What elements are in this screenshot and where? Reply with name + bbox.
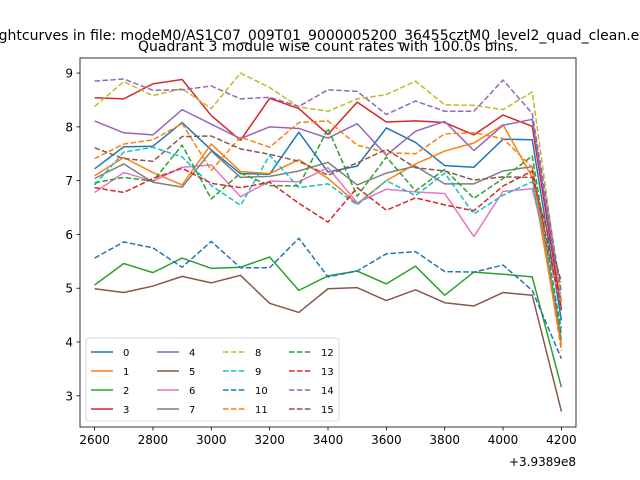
legend-label-3: 3 xyxy=(123,405,129,416)
series-line-15 xyxy=(94,135,563,283)
legend-box xyxy=(85,337,340,422)
series-line-5 xyxy=(94,274,563,412)
figure-suptitle: Lightcurves in file: modeM0/AS1C07_009T0… xyxy=(0,28,640,44)
x-tick-label: 3000 xyxy=(196,433,227,447)
x-axis: 2600 2800 3000 3200 3400 3600 3800 4000 4200 xyxy=(79,427,577,447)
x-tick-label: 3400 xyxy=(313,433,344,447)
legend-label-1: 1 xyxy=(123,367,129,378)
series-line-11 xyxy=(94,120,563,352)
y-axis: 3 4 5 6 7 8 9 xyxy=(65,67,80,403)
legend-label-4: 4 xyxy=(189,348,195,359)
legend-label-13: 13 xyxy=(321,367,334,378)
y-tick-label: 9 xyxy=(65,67,73,81)
x-tick-label: 2600 xyxy=(79,433,110,447)
plot-area xyxy=(79,57,577,428)
x-offset-label: +3.9389e8 xyxy=(509,455,576,469)
series-line-9 xyxy=(94,146,563,329)
legend-label-10: 10 xyxy=(255,386,268,397)
series-line-12 xyxy=(94,127,563,335)
legend-label-2: 2 xyxy=(123,386,129,397)
x-tick-label: 3200 xyxy=(254,433,285,447)
legend-label-15: 15 xyxy=(321,405,334,416)
legend-label-8: 8 xyxy=(255,348,261,359)
legend-label-9: 9 xyxy=(255,367,261,378)
legend-label-14: 14 xyxy=(321,386,334,397)
series-line-1 xyxy=(94,123,563,346)
y-tick-label: 7 xyxy=(65,174,73,188)
legend-label-5: 5 xyxy=(189,367,195,378)
series-line-0 xyxy=(94,121,563,321)
series-line-10 xyxy=(94,237,563,359)
series-line-14 xyxy=(94,78,563,293)
x-tick-label: 3600 xyxy=(371,433,402,447)
y-tick-label: 4 xyxy=(65,336,73,350)
legend-label-7: 7 xyxy=(189,405,195,416)
x-tick-label: 2800 xyxy=(138,433,169,447)
y-tick-label: 6 xyxy=(65,228,73,242)
legend-label-11: 11 xyxy=(255,405,268,416)
series-line-13 xyxy=(94,167,563,309)
legend-label-6: 6 xyxy=(189,386,195,397)
series-lines xyxy=(94,72,563,412)
legend-label-12: 12 xyxy=(321,348,334,359)
series-line-3 xyxy=(94,78,563,311)
x-tick-label: 4200 xyxy=(546,433,577,447)
series-line-4 xyxy=(94,108,563,302)
y-tick-label: 8 xyxy=(65,120,73,134)
y-tick-label: 3 xyxy=(65,389,73,403)
y-tick-label: 5 xyxy=(65,282,73,296)
series-line-8 xyxy=(94,72,563,303)
legend-label-0: 0 xyxy=(123,348,129,359)
chart-title: Quadrant 3 module wise count rates with … xyxy=(138,39,518,55)
x-tick-label: 3800 xyxy=(429,433,460,447)
x-tick-label: 4000 xyxy=(488,433,519,447)
